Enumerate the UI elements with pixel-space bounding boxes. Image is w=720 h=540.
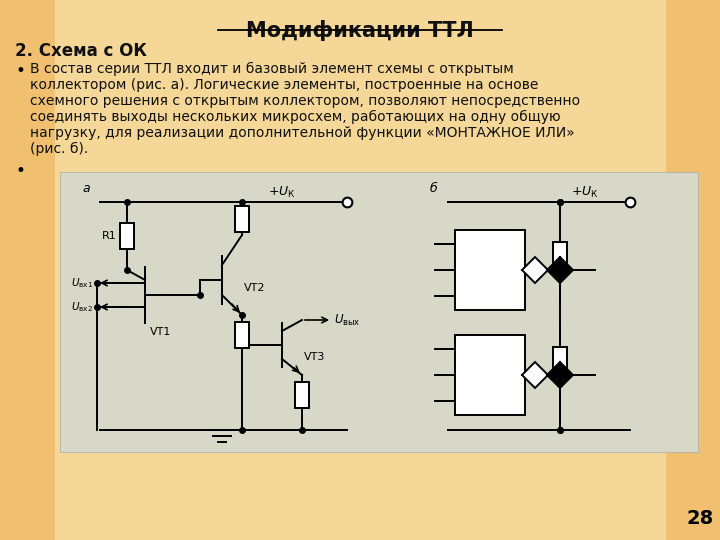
Polygon shape [547,257,573,283]
Text: $U_\mathrm{вх2}$: $U_\mathrm{вх2}$ [71,300,93,314]
Text: •: • [15,162,25,180]
Text: 28: 28 [686,509,714,528]
Text: $U_\mathrm{вых}$: $U_\mathrm{вых}$ [334,313,361,328]
Text: 2. Схема с ОК: 2. Схема с ОК [15,42,147,60]
Text: VT3: VT3 [304,352,325,362]
Text: б: б [430,182,438,195]
Polygon shape [522,257,548,283]
Bar [553,347,567,379]
Text: схемного решения с открытым коллектором, позволяют непосредственно: схемного решения с открытым коллектором,… [30,94,580,108]
Bar [295,382,309,408]
Text: Модификации ТТЛ: Модификации ТТЛ [246,20,474,41]
Polygon shape [522,362,548,388]
Bar [235,206,249,232]
Bar [235,322,249,348]
Text: $+U_\mathrm{К}$: $+U_\mathrm{К}$ [268,185,296,200]
Text: R1: R1 [102,231,117,241]
Bar [55,0,665,540]
Text: коллектором (рис. а). Логические элементы, построенные на основе: коллектором (рис. а). Логические элемент… [30,78,539,92]
Polygon shape [547,362,573,388]
Text: нагрузку, для реализации дополнительной функции «МОНТАЖНОЕ ИЛИ»: нагрузку, для реализации дополнительной … [30,126,575,140]
Bar [120,223,134,249]
Bar [553,242,567,274]
Bar [60,172,698,452]
Circle shape [531,266,539,274]
Text: VT1: VT1 [150,327,171,337]
Text: •: • [15,62,25,80]
Bar [455,335,525,415]
Text: VT2: VT2 [244,283,266,293]
Text: (рис. б).: (рис. б). [30,142,89,156]
Text: $U_\mathrm{вх1}$: $U_\mathrm{вх1}$ [71,276,93,290]
Text: соединять выходы нескольких микросхем, работающих на одну общую: соединять выходы нескольких микросхем, р… [30,110,561,124]
Bar [455,230,525,310]
Circle shape [531,370,539,380]
Text: В состав серии ТТЛ входит и базовый элемент схемы с открытым: В состав серии ТТЛ входит и базовый элем… [30,62,514,76]
Text: а: а [82,182,89,195]
Text: $+U_\mathrm{К}$: $+U_\mathrm{К}$ [571,185,599,200]
